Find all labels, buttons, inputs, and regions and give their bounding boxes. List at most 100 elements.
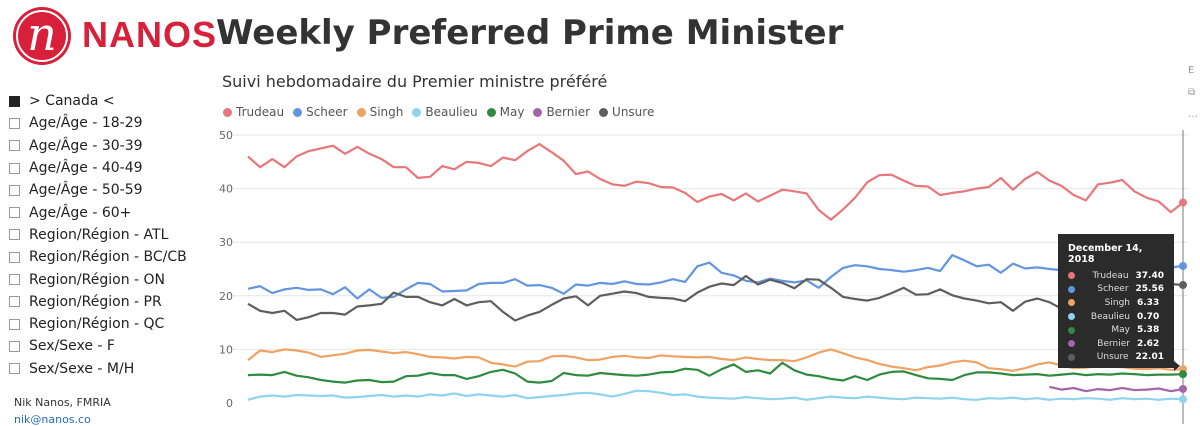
tooltip-series-name: May <box>1111 325 1130 336</box>
tooltip-dot-icon <box>1068 299 1075 307</box>
slicer-item[interactable]: Sex/Sexe - M/H <box>9 358 187 380</box>
slicer-item-label: Region/Région - QC <box>29 316 165 333</box>
tooltip-dot-icon <box>1068 326 1075 334</box>
series-line-unsure <box>247 274 1184 322</box>
checkbox-icon[interactable] <box>9 117 20 129</box>
slicer-item-label: Age/Âge - 30-39 <box>29 137 143 154</box>
tooltip-series-value: 37.40 <box>1135 270 1164 281</box>
legend-label: May <box>499 105 525 119</box>
tooltip-date: December 14, 2018 <box>1068 243 1143 265</box>
slicer-item[interactable]: Region/Région - QC <box>9 313 187 335</box>
legend-item[interactable]: Unsure <box>599 105 654 119</box>
legend-label: Singh <box>369 105 404 119</box>
slicer-item[interactable]: Sex/Sexe - F <box>9 335 187 357</box>
tooltip-dot-icon <box>1068 353 1075 361</box>
checkbox-icon[interactable] <box>9 184 20 196</box>
legend-item[interactable]: Trudeau <box>223 105 284 119</box>
series-point-trudeau <box>1179 198 1187 207</box>
tooltip-row: Bernier 2.62 <box>1068 337 1164 351</box>
legend-label: Scheer <box>306 105 348 119</box>
y-tick-label: 20 <box>219 290 233 303</box>
tooltip-series-name: Bernier <box>1097 338 1130 349</box>
tooltip-series-name: Trudeau <box>1092 270 1129 281</box>
legend-label: Unsure <box>612 105 655 119</box>
tooltip-row: May 5.38 <box>1068 323 1164 337</box>
series-line-bernier <box>1049 385 1184 393</box>
tooltip-row: Unsure 22.01 <box>1068 351 1164 365</box>
tooltip-series-value: 25.56 <box>1135 284 1164 295</box>
series-point-beaulieu <box>1179 395 1187 404</box>
legend-item[interactable]: Beaulieu <box>412 105 478 119</box>
tooltip-pointer <box>1174 361 1180 371</box>
legend-dot-icon <box>223 107 232 117</box>
slicer-item[interactable]: Region/Région - ON <box>9 268 187 290</box>
y-tick-label: 30 <box>219 236 233 249</box>
segment-slicer: > Canada < Age/Âge - 18-29 Age/Âge - 30-39… <box>9 90 187 380</box>
tooltip-series-value: 2.62 <box>1137 338 1160 349</box>
slicer-item[interactable]: Age/Âge - 60+ <box>9 201 187 223</box>
checkbox-checked-icon[interactable] <box>9 95 20 107</box>
slicer-item-label: Region/Région - BC/CB <box>29 249 187 266</box>
author-email-link[interactable]: nik@nanos.co <box>14 413 91 426</box>
series-line-scheer <box>247 254 1184 300</box>
legend-dot-icon <box>533 107 543 117</box>
checkbox-icon[interactable] <box>9 363 20 375</box>
chart-subtitle: Suivi hebdomadaire du Premier ministre p… <box>222 72 608 91</box>
chart-legend: Trudeau Scheer Singh Beaulieu May Bernier Unsu… <box>223 105 663 119</box>
slicer-item-label: Age/Âge - 60+ <box>29 204 132 221</box>
legend-dot-icon <box>356 107 366 117</box>
checkbox-icon[interactable] <box>9 162 20 174</box>
slicer-item-label: Sex/Sexe - F <box>29 338 115 355</box>
slicer-item[interactable]: Age/Âge - 30-39 <box>9 135 187 157</box>
slicer-item-label: Age/Âge - 18-29 <box>29 115 143 132</box>
slicer-item[interactable]: Region/Région - ATL <box>9 224 187 246</box>
author-name: Nik Nanos, FMRIA <box>14 396 111 409</box>
tooltip-row: Scheer 25.56 <box>1068 283 1164 297</box>
slicer-item[interactable]: Region/Région - BC/CB <box>9 246 187 268</box>
legend-item[interactable]: Bernier <box>533 105 590 119</box>
legend-label: Trudeau <box>236 105 285 119</box>
tooltip-dot-icon <box>1068 272 1075 280</box>
legend-item[interactable]: Scheer <box>293 105 348 119</box>
slicer-item-label: Age/Âge - 50-59 <box>29 182 143 199</box>
chart-tooltip: December 14, 2018 Trudeau 37.40 Scheer 25.5… <box>1058 234 1174 368</box>
slicer-item-label: Region/Région - PR <box>29 293 162 310</box>
legend-label: Beaulieu <box>425 105 478 119</box>
series-line-beaulieu <box>247 389 1184 401</box>
tooltip-series-value: 5.38 <box>1137 325 1160 336</box>
checkbox-icon[interactable] <box>9 229 20 241</box>
legend-dot-icon <box>293 107 303 117</box>
series-line-may <box>247 361 1184 384</box>
checkbox-icon[interactable] <box>9 140 20 152</box>
edge-controls[interactable]: E ⧉… <box>1188 65 1198 120</box>
tooltip-series-name: Unsure <box>1096 352 1129 363</box>
slicer-item[interactable]: > Canada < <box>9 90 187 112</box>
checkbox-icon[interactable] <box>9 251 20 263</box>
legend-item[interactable]: Singh <box>356 105 404 119</box>
tooltip-row: Trudeau 37.40 <box>1068 269 1164 283</box>
slicer-item[interactable]: Age/Âge - 50-59 <box>9 179 187 201</box>
checkbox-icon[interactable] <box>9 296 20 308</box>
legend-item[interactable]: May <box>486 105 525 119</box>
checkbox-icon[interactable] <box>9 274 20 286</box>
tooltip-series-value: 6.33 <box>1137 297 1160 308</box>
legend-dot-icon <box>486 107 496 117</box>
slicer-item-label: Age/Âge - 40-49 <box>29 160 143 177</box>
checkbox-icon[interactable] <box>9 318 20 330</box>
slicer-item[interactable]: Age/Âge - 40-49 <box>9 157 187 179</box>
legend-dot-icon <box>412 107 422 117</box>
legend-dot-icon <box>599 107 609 117</box>
checkbox-icon[interactable] <box>9 207 20 219</box>
series-point-unsure <box>1179 281 1187 290</box>
tooltip-row: Beaulieu 0.70 <box>1068 310 1164 324</box>
y-tick-label: 40 <box>219 183 233 196</box>
y-tick-label: 50 <box>219 129 233 142</box>
slicer-item-label: Sex/Sexe - M/H <box>29 360 135 377</box>
series-line-trudeau <box>247 143 1184 221</box>
tooltip-series-value: 0.70 <box>1137 311 1160 322</box>
slicer-item[interactable]: Age/Âge - 18-29 <box>9 112 187 134</box>
slicer-item-label: Region/Région - ATL <box>29 226 169 243</box>
slicer-item[interactable]: Region/Région - PR <box>9 291 187 313</box>
checkbox-icon[interactable] <box>9 340 20 352</box>
